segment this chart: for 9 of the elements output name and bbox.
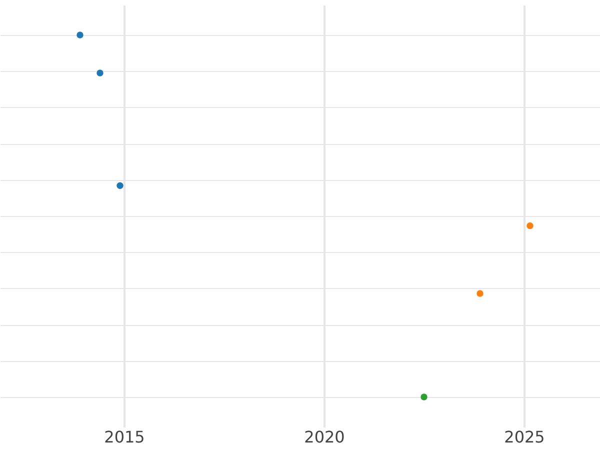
x-tick-label: 2015 xyxy=(104,428,145,446)
x-tick-label: 2020 xyxy=(304,428,345,446)
x-tick-label: 2025 xyxy=(504,428,545,446)
point xyxy=(116,182,124,189)
point xyxy=(526,222,534,230)
point xyxy=(76,32,84,38)
point xyxy=(476,290,484,297)
point xyxy=(420,394,428,400)
point xyxy=(96,70,104,76)
